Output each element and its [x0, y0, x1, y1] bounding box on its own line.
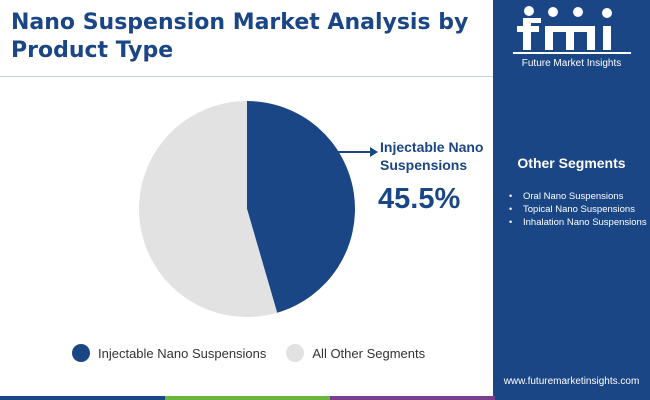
title-divider: [0, 76, 493, 77]
pie-slice-other: [139, 101, 278, 317]
other-segments-list: Oral Nano Suspensions Topical Nano Suspe…: [507, 190, 647, 229]
callout-value: 45.5%: [378, 183, 461, 215]
legend-swatch-injectable: [72, 344, 90, 362]
sidebar: Future Market Insights Other Segments Or…: [493, 0, 650, 400]
pie-slices: [139, 101, 356, 317]
footer-bar-segment: [165, 396, 330, 400]
chart-legend: Injectable Nano Suspensions All Other Se…: [72, 342, 445, 364]
segment-item-topical: Topical Nano Suspensions: [507, 203, 647, 216]
logo-caption: Future Market Insights: [521, 58, 622, 69]
legend-swatch-other: [286, 344, 305, 362]
fmi-logo: [513, 6, 631, 54]
pie-chart: [139, 101, 378, 317]
segment-item-inhalation: Inhalation Nano Suspensions: [507, 216, 647, 229]
website-link[interactable]: www.futuremarketinsights.com: [503, 376, 640, 387]
footer-bar-segment: [495, 396, 650, 400]
callout-arrow: [336, 147, 378, 157]
footer-bar-segment: [0, 396, 165, 400]
legend-label-other: All Other Segments: [312, 345, 426, 361]
main-panel: Nano Suspension Market Analysis by Produ…: [0, 10, 493, 364]
legend-label-injectable: Injectable Nano Suspensions: [98, 345, 267, 361]
page-title: Nano Suspension Market Analysis by Produ…: [11, 10, 469, 63]
segment-item-oral: Oral Nano Suspensions: [507, 190, 647, 203]
footer-color-bar: [0, 396, 650, 400]
legend-item-injectable: Injectable Nano Suspensions: [72, 344, 266, 362]
legend-item-other: All Other Segments: [286, 344, 425, 362]
other-segments-title: Other Segments: [517, 155, 626, 171]
footer-bar-segment: [330, 396, 495, 400]
callout-label: Injectable Nano Suspensions: [380, 139, 484, 173]
pie-slice-injectable: [247, 101, 356, 313]
